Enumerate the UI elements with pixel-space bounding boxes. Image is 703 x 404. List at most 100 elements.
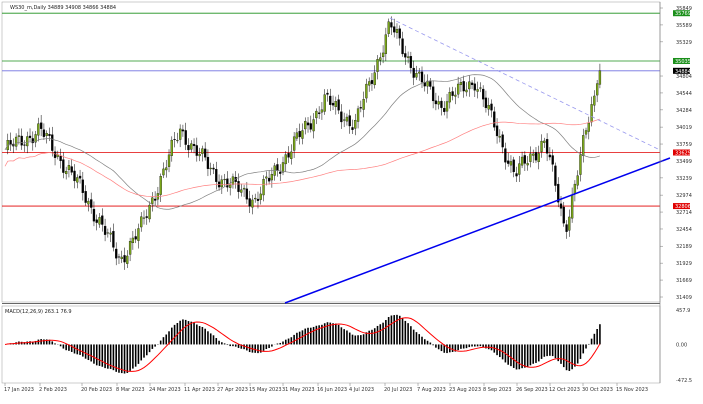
candle xyxy=(468,75,471,97)
candle xyxy=(176,132,179,144)
candle xyxy=(87,197,90,212)
candle xyxy=(465,82,468,97)
macd-y-tick-label: -472.5 xyxy=(676,378,692,384)
candle xyxy=(523,151,527,172)
x-tick-label: 7 Aug 2023 xyxy=(417,387,446,393)
candle xyxy=(482,85,485,107)
y-tick-label: 33759 xyxy=(676,142,692,148)
chart-title: WS30_m,Daily 34889 34908 34866 34884 xyxy=(10,5,116,11)
candle xyxy=(14,133,18,151)
y-tick-label: 35849 xyxy=(676,6,692,12)
moving-average-slow[interactable] xyxy=(4,118,601,198)
x-tick-label: 20 Jul 2023 xyxy=(384,387,412,393)
candle xyxy=(323,89,326,115)
candle xyxy=(31,131,34,151)
x-tick-label: 23 Aug 2023 xyxy=(449,387,481,393)
x-tick-label: 20 Feb 2023 xyxy=(81,387,112,393)
y-tick-label: 33499 xyxy=(676,159,692,165)
y-tick-label: 34804 xyxy=(676,74,692,80)
candle xyxy=(359,100,362,113)
candle xyxy=(515,166,518,182)
candle xyxy=(240,183,243,197)
level-price-tag xyxy=(673,10,690,17)
trendline-resistance[interactable] xyxy=(389,17,661,151)
candle xyxy=(351,119,354,134)
candle xyxy=(593,90,596,112)
candle xyxy=(470,80,474,90)
level-price-tag xyxy=(673,149,690,156)
candle xyxy=(548,147,552,161)
candle xyxy=(39,114,43,137)
candle xyxy=(70,158,73,176)
candle xyxy=(178,124,182,148)
candle xyxy=(362,91,365,118)
price-panel xyxy=(1,1,661,303)
candle xyxy=(584,127,588,139)
candle xyxy=(151,192,154,212)
candle xyxy=(259,186,262,205)
candle xyxy=(404,45,407,65)
candle xyxy=(120,250,123,264)
candle xyxy=(537,145,540,170)
candle xyxy=(501,131,504,154)
candle xyxy=(381,45,385,64)
candle xyxy=(131,230,135,250)
candle xyxy=(568,209,571,237)
level-price-tag xyxy=(673,67,690,74)
candle xyxy=(518,155,521,182)
y-tick-label: 35329 xyxy=(676,40,692,46)
candle xyxy=(479,82,482,93)
candle xyxy=(498,129,501,143)
candle xyxy=(512,156,515,178)
candle xyxy=(420,66,424,89)
candle xyxy=(543,137,546,148)
candle xyxy=(137,223,140,249)
candle xyxy=(198,147,201,162)
candle xyxy=(437,95,440,110)
candle xyxy=(587,116,590,140)
candle xyxy=(334,96,337,115)
candle xyxy=(295,128,299,142)
candle xyxy=(190,140,193,153)
x-tick-label: 8 Sep 2023 xyxy=(483,387,512,393)
x-tick-label: 30 Oct 2023 xyxy=(582,387,613,393)
x-tick-label: 15 Nov 2023 xyxy=(616,387,648,393)
candle xyxy=(298,123,301,145)
candle xyxy=(376,55,379,80)
candle xyxy=(270,167,274,188)
candle xyxy=(279,164,282,181)
candle xyxy=(312,113,315,139)
candle xyxy=(582,128,585,163)
candle xyxy=(9,132,12,151)
x-tick-label: 11 Apr 2023 xyxy=(184,387,215,393)
candle xyxy=(37,117,40,142)
candle xyxy=(76,174,79,189)
trendline-support[interactable] xyxy=(284,157,671,304)
candle xyxy=(142,210,146,225)
candle xyxy=(65,166,68,180)
candle xyxy=(545,133,549,162)
candle xyxy=(103,218,107,242)
candle xyxy=(134,228,137,244)
candle xyxy=(159,173,162,202)
candle xyxy=(23,140,26,152)
candle xyxy=(245,181,249,204)
candle xyxy=(431,80,435,109)
candle xyxy=(348,109,351,134)
candle xyxy=(17,128,21,145)
candle xyxy=(390,16,393,36)
candle xyxy=(409,51,413,74)
candle xyxy=(204,142,207,161)
moving-average-fast[interactable] xyxy=(4,74,601,210)
candle xyxy=(579,146,582,182)
candle xyxy=(309,115,312,133)
candle xyxy=(112,223,115,252)
candle xyxy=(448,87,451,109)
candle xyxy=(187,138,190,158)
candle xyxy=(476,81,479,99)
candle xyxy=(109,227,112,243)
candle xyxy=(20,128,23,150)
candle xyxy=(557,177,560,208)
candle xyxy=(115,242,118,266)
